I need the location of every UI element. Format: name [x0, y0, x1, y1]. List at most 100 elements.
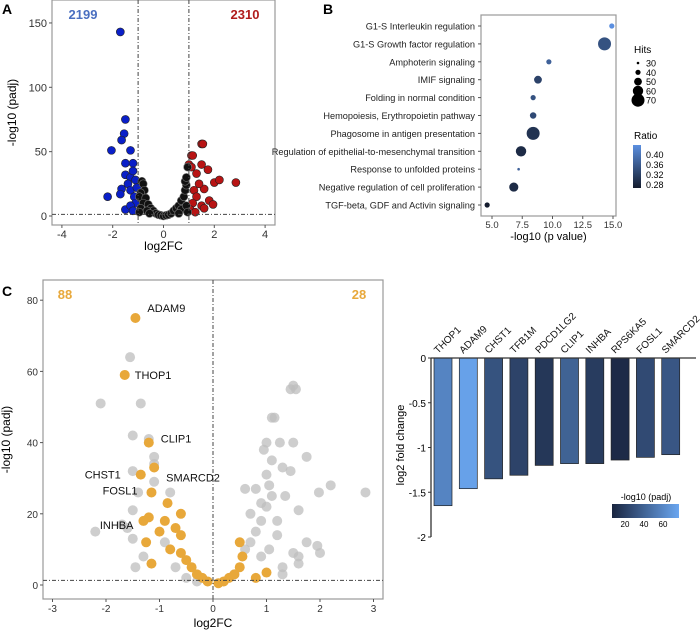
pathway-label: Regulation of epithelial-to-mesenchymal …: [272, 147, 475, 157]
data-point: [165, 544, 176, 555]
data-point: [215, 175, 224, 185]
pathway-label: Negative regulation of cell proliferatio…: [319, 183, 475, 193]
enrichment-dot: [546, 59, 552, 65]
data-point: [146, 487, 157, 498]
x-tick-label: -2: [102, 604, 111, 615]
panel-label-b: B: [323, 1, 333, 17]
size-legend-label: 30: [646, 59, 656, 69]
data-point: [127, 505, 138, 516]
enrichment-dot: [534, 75, 542, 84]
size-legend-dot: [635, 69, 641, 75]
bar: [560, 357, 579, 464]
data-point: [288, 437, 299, 448]
data-point: [208, 200, 218, 209]
y-tick-label: 0: [32, 581, 38, 592]
x-tick-label: 1: [264, 604, 270, 615]
y-tick-label: -1.5: [409, 488, 427, 499]
data-point: [188, 151, 198, 160]
data-point: [250, 483, 261, 494]
color-legend-bar: [633, 145, 641, 188]
x-tick-label: 5.0: [485, 220, 498, 231]
data-point: [245, 508, 256, 519]
x-tick-label: 15.0: [604, 220, 623, 231]
pathway-label: Hemopoiesis, Erythropoietin pathway: [323, 111, 475, 121]
enrichment-dot: [529, 112, 537, 119]
data-point: [154, 526, 165, 537]
data-point: [277, 462, 288, 473]
y-tick-label: 0: [41, 211, 47, 223]
bar-category-label: INHBA: [584, 326, 614, 356]
data-point: [301, 451, 312, 462]
count-down: 88: [58, 287, 72, 302]
data-point: [90, 526, 101, 537]
panel-label-a: A: [2, 1, 12, 17]
data-point: [170, 523, 181, 534]
data-point: [277, 569, 288, 580]
x-tick-label: 10.0: [543, 220, 562, 231]
data-point: [325, 480, 336, 491]
x-tick-label: -3: [48, 604, 57, 615]
data-point: [141, 537, 152, 548]
enrichment-dot: [517, 167, 520, 171]
plot-frame: [480, 14, 617, 217]
enrichment-dot: [515, 146, 527, 157]
data-point: [181, 572, 192, 583]
data-point: [231, 178, 241, 187]
panel-label-c: C: [2, 283, 12, 299]
data-point: [183, 207, 192, 217]
x-tick-label: -4: [57, 229, 67, 241]
data-point: [116, 189, 125, 199]
gene-label: FOSL1: [103, 485, 138, 497]
plot-frame: [51, 0, 276, 226]
enrichment-dot: [509, 182, 519, 192]
data-point: [116, 27, 125, 37]
y-tick-label: -1: [417, 444, 426, 455]
bar-category-label: CHST1: [483, 325, 514, 356]
data-point: [175, 530, 186, 541]
data-point: [245, 537, 256, 548]
data-point: [126, 146, 135, 155]
data-point: [194, 179, 204, 189]
color-legend-label: 0.32: [646, 170, 664, 180]
y-tick-label: 20: [27, 510, 39, 521]
data-point: [301, 537, 312, 548]
enrichment-dot: [598, 37, 612, 51]
data-point: [197, 160, 206, 169]
bar: [661, 357, 681, 456]
data-point: [293, 551, 304, 562]
color-legend-bar: [612, 504, 679, 518]
size-legend-label: 60: [646, 86, 656, 96]
data-point: [162, 498, 173, 509]
data-point: [175, 508, 186, 519]
data-point: [258, 444, 269, 455]
gene-label: CLIP1: [161, 434, 192, 446]
color-legend-label: 0.28: [646, 180, 664, 190]
size-legend-dot: [634, 77, 642, 86]
size-legend-label: 70: [646, 96, 656, 106]
pathway-label: Folding in normal condition: [365, 93, 475, 103]
bar: [636, 357, 655, 458]
size-legend-dot: [636, 61, 640, 65]
data-point: [313, 487, 324, 498]
bar: [484, 357, 503, 480]
bar: [433, 357, 453, 507]
data-point: [261, 567, 272, 578]
data-point: [285, 466, 296, 477]
data-point: [264, 544, 275, 555]
data-point: [256, 515, 267, 526]
color-legend-label: 20: [621, 520, 630, 529]
data-point: [266, 491, 277, 501]
size-legend-label: 40: [646, 68, 656, 78]
data-point: [149, 462, 160, 473]
bar: [458, 357, 478, 490]
count-down: 2199: [69, 7, 98, 22]
data-point: [288, 380, 299, 391]
data-point: [190, 207, 200, 217]
color-legend-label: 0.40: [646, 150, 664, 160]
gene-label: THOP1: [135, 370, 172, 382]
gene-label: ADAM9: [147, 303, 185, 315]
color-legend-title: Ratio: [634, 131, 658, 142]
data-point: [261, 469, 272, 480]
data-point: [199, 184, 209, 194]
